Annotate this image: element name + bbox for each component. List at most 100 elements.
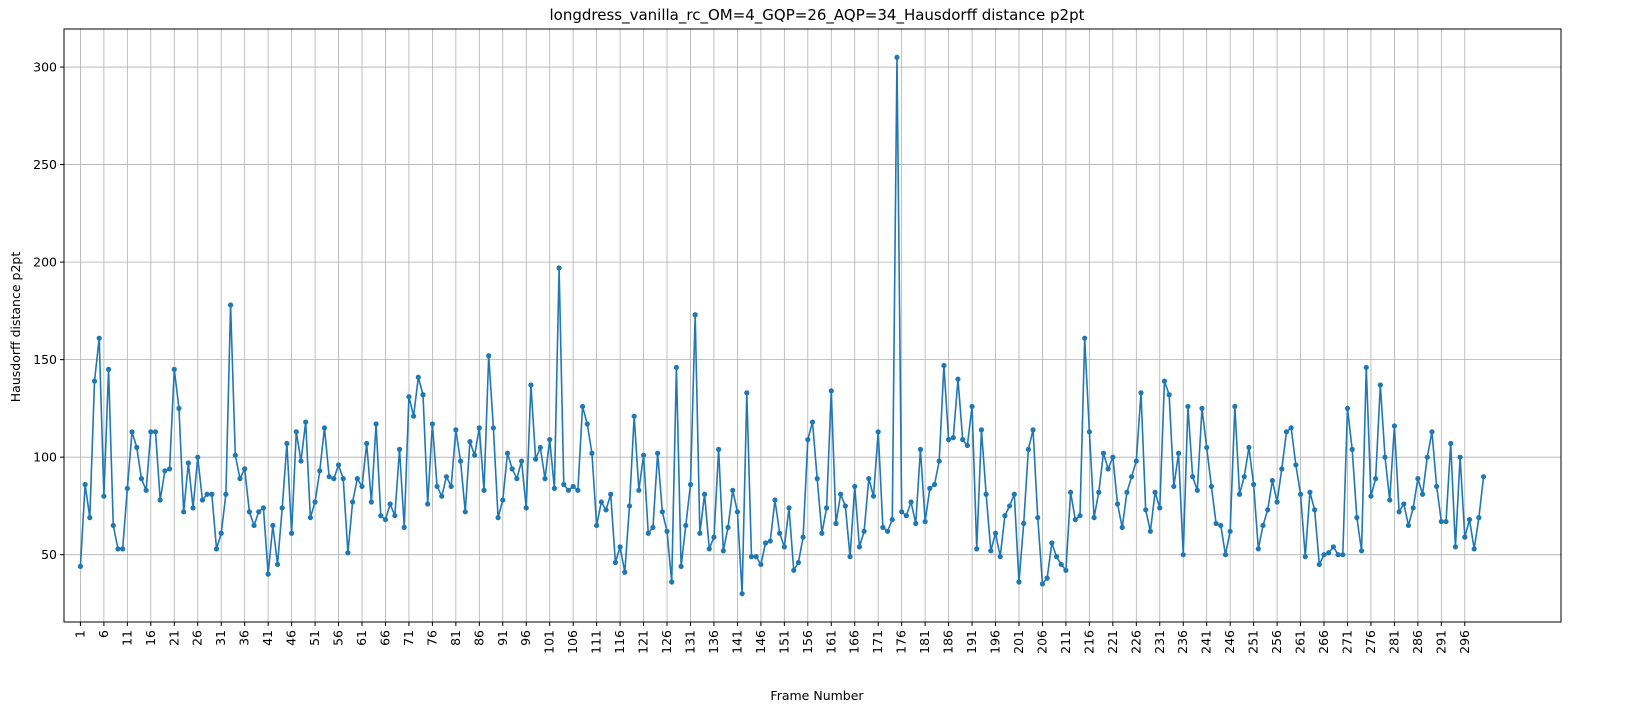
x-tick-label: 91 [495, 630, 510, 646]
data-point [509, 466, 515, 472]
data-point [659, 509, 665, 515]
data-point [575, 487, 581, 493]
data-point [490, 425, 496, 431]
data-point [579, 403, 586, 410]
data-point [134, 444, 140, 451]
x-tick-label: 261 [1293, 630, 1308, 654]
data-point [1419, 491, 1426, 497]
data-point [223, 491, 229, 497]
x-tick-label: 266 [1316, 630, 1331, 654]
x-tick-label: 186 [941, 630, 956, 654]
data-point [1448, 440, 1454, 447]
data-point [570, 483, 576, 490]
data-point [692, 312, 698, 318]
data-point [1401, 501, 1407, 507]
x-tick-label: 121 [636, 630, 651, 654]
data-point [669, 579, 675, 585]
data-point [753, 554, 759, 560]
data-point [209, 491, 215, 497]
data-point [852, 483, 858, 490]
data-point [1199, 405, 1205, 411]
x-tick-label: 291 [1433, 630, 1448, 654]
data-point [1236, 491, 1243, 497]
data-point [725, 524, 731, 530]
data-point [701, 491, 708, 497]
data-point [453, 427, 459, 433]
x-tick-label: 296 [1457, 630, 1472, 654]
data-point [1143, 507, 1149, 513]
data-point [1218, 522, 1224, 529]
x-tick-label: 31 [213, 630, 228, 646]
data-point [260, 505, 267, 511]
data-point [687, 481, 694, 488]
data-point [1335, 552, 1341, 558]
data-point [683, 522, 689, 529]
x-tick-label: 106 [565, 630, 580, 654]
data-point [1434, 483, 1440, 490]
data-point [420, 392, 426, 398]
data-point [1424, 454, 1430, 460]
data-point [533, 456, 539, 462]
data-point [819, 530, 825, 536]
data-point [171, 366, 177, 372]
data-point [1316, 561, 1322, 568]
data-point [744, 390, 750, 396]
data-point [321, 425, 328, 431]
data-point [1466, 516, 1473, 523]
data-point [1124, 489, 1130, 495]
x-tick-label: 271 [1339, 630, 1354, 654]
data-point [232, 452, 238, 458]
data-point [1382, 454, 1388, 460]
x-tick-label: 191 [964, 630, 979, 654]
data-point [1452, 544, 1459, 550]
data-point [293, 429, 299, 435]
data-point [800, 534, 806, 540]
data-point [1021, 520, 1027, 527]
x-tick-label: 156 [800, 630, 815, 654]
data-point [598, 499, 604, 505]
data-point [1429, 429, 1435, 435]
data-point [762, 540, 769, 546]
data-point [795, 559, 802, 566]
data-point [1007, 503, 1013, 509]
data-point [997, 554, 1003, 560]
data-point [1377, 382, 1383, 388]
data-point [1152, 489, 1158, 495]
data-point [1133, 458, 1139, 464]
data-point [861, 528, 867, 534]
data-point [1171, 483, 1177, 490]
data-point [1410, 505, 1416, 511]
data-point [289, 530, 295, 536]
data-point [1480, 474, 1487, 480]
x-tick-label: 206 [1034, 630, 1049, 654]
data-point [1274, 499, 1280, 505]
data-point [392, 513, 398, 519]
data-point [486, 353, 492, 359]
x-tick-label: 241 [1199, 630, 1214, 654]
data-point [992, 530, 999, 536]
data-point [1185, 403, 1191, 410]
data-point [1035, 515, 1041, 521]
x-tick-label: 146 [753, 630, 768, 654]
data-point [429, 421, 435, 427]
data-point [964, 442, 970, 449]
data-point [91, 378, 98, 384]
data-point [1227, 528, 1233, 534]
data-point [1307, 489, 1313, 495]
data-point [77, 563, 84, 570]
data-point [884, 528, 891, 534]
data-point [1288, 425, 1294, 431]
data-point [988, 548, 994, 554]
data-point [617, 544, 623, 550]
data-point [894, 54, 900, 60]
data-point [1049, 540, 1055, 546]
data-point [1279, 466, 1285, 472]
x-tick-label: 26 [190, 630, 205, 646]
data-point [1363, 364, 1369, 371]
data-point [814, 476, 820, 482]
data-point [1025, 446, 1031, 452]
data-point [631, 413, 637, 419]
data-point [1457, 454, 1463, 460]
data-point [185, 460, 191, 466]
